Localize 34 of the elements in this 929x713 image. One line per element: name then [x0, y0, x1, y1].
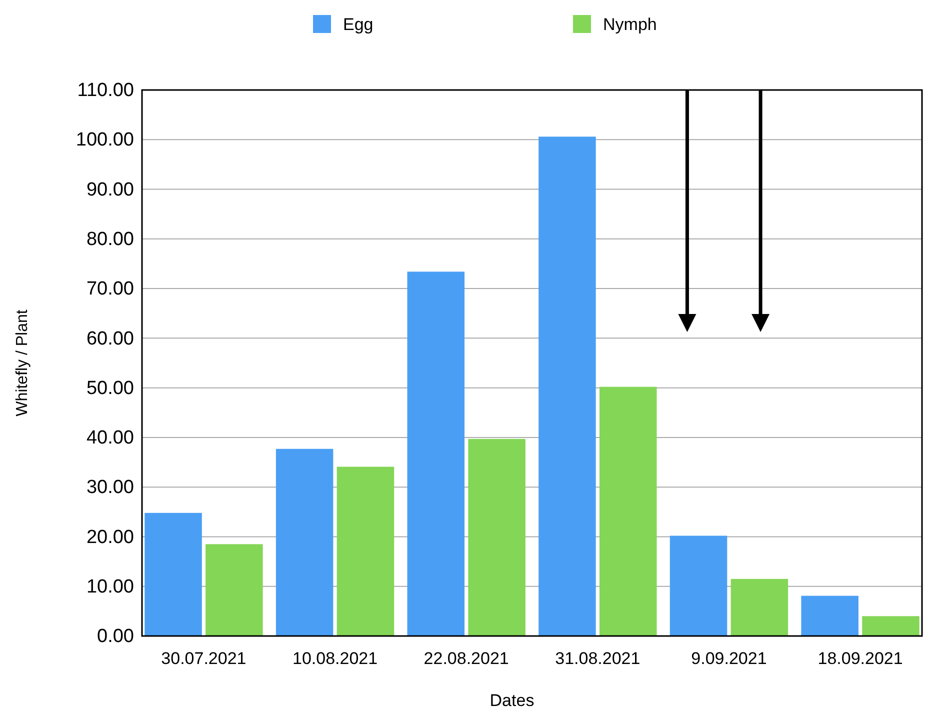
x-axis-title: Dates [490, 691, 534, 710]
y-tick-label: 80.00 [86, 228, 134, 250]
x-tick-label: 30.07.2021 [161, 649, 246, 668]
bar [336, 466, 394, 636]
bar [144, 512, 202, 636]
bar [276, 448, 334, 636]
legend-label: Egg [343, 15, 374, 34]
y-tick-label: 110.00 [77, 80, 134, 102]
bar [801, 596, 858, 636]
x-tick-label: 9.09.2021 [691, 649, 767, 668]
legend-label: Nymph [603, 15, 657, 34]
x-tick-label: 31.08.2021 [555, 649, 640, 668]
y-tick-label: 10.00 [86, 576, 134, 598]
bar [670, 536, 728, 636]
y-tick-label: 0.00 [97, 626, 134, 648]
y-tick-label: 60.00 [86, 328, 134, 350]
y-tick-label: 90.00 [86, 179, 134, 200]
y-tick-label: 70.00 [86, 278, 134, 300]
bar [538, 136, 596, 636]
bar [407, 272, 465, 636]
y-tick-label: 100.00 [76, 130, 134, 151]
bar [862, 616, 920, 636]
x-tick-label: 10.08.2021 [292, 649, 378, 668]
y-tick-label: 20.00 [86, 526, 134, 548]
y-axis-title: Whitefly / Plant [14, 309, 31, 416]
y-tick-label: 50.00 [86, 378, 134, 399]
bar [730, 578, 788, 636]
y-tick-label: 30.00 [86, 477, 134, 498]
x-tick-label: 18.09.2021 [818, 649, 903, 668]
x-tick-label: 22.08.2021 [424, 649, 509, 668]
bar [468, 438, 526, 636]
bar [599, 386, 657, 636]
y-tick-label: 40.00 [86, 428, 134, 449]
bar [206, 544, 263, 636]
